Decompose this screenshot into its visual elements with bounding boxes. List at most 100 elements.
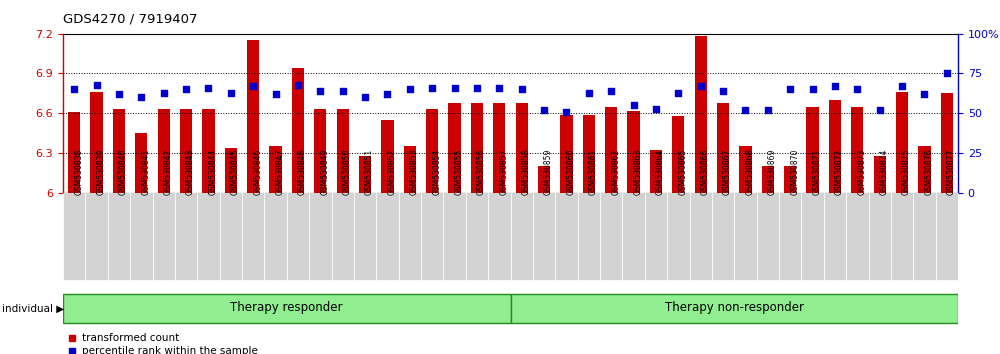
Point [245,84,261,89]
Text: GSM530876: GSM530876 [924,149,933,195]
Point [89,82,105,87]
Bar [292,68,304,193]
Text: GSM530877: GSM530877 [947,149,956,195]
Point [111,91,127,97]
Text: GSM530855: GSM530855 [455,149,464,195]
Point [536,107,552,113]
Bar [846,193,868,280]
Bar [941,93,953,193]
Bar [135,133,147,193]
Text: GSM530873: GSM530873 [857,149,866,195]
Point [805,86,821,92]
Point [402,86,418,92]
Bar [359,156,371,193]
Bar [891,193,913,280]
Text: GSM530872: GSM530872 [835,149,844,195]
Text: GSM530839: GSM530839 [97,149,106,195]
Bar [85,193,108,280]
Text: GDS4270 / 7919407: GDS4270 / 7919407 [63,12,198,25]
Bar [650,150,662,193]
Bar [851,107,863,193]
Bar [533,193,555,280]
Bar [511,193,533,280]
Point [424,85,440,91]
Text: GSM530841: GSM530841 [141,149,150,195]
Point [849,86,865,92]
Bar [202,109,215,193]
Point [648,106,664,112]
Bar [130,193,152,280]
Bar [555,193,578,280]
Bar [868,193,891,280]
Text: GSM530861: GSM530861 [589,149,598,195]
Bar [896,92,908,193]
Bar [784,166,796,193]
Bar [108,193,130,280]
Bar [152,193,175,280]
Text: GSM530864: GSM530864 [656,149,665,195]
Text: GSM530846: GSM530846 [253,149,262,195]
Point [603,88,619,94]
Bar [739,147,752,193]
Bar [63,193,85,280]
Bar [712,193,734,280]
Point [693,84,709,89]
Text: GSM530843: GSM530843 [186,149,195,195]
Bar [667,193,690,280]
Point [760,107,776,113]
Text: GSM530860: GSM530860 [566,149,575,195]
Text: individual ▶: individual ▶ [2,303,64,313]
Point [581,90,597,96]
Bar [90,92,103,193]
Text: GSM530845: GSM530845 [231,149,240,195]
Point [737,107,753,113]
Point [447,85,463,91]
Bar [874,156,886,193]
Bar [622,193,645,280]
Point [827,84,843,89]
Bar [734,193,757,280]
Text: Therapy non-responder: Therapy non-responder [665,301,804,314]
Bar [779,193,801,280]
Bar [421,193,443,280]
Bar [332,193,354,280]
Bar [757,193,779,280]
Text: GSM530859: GSM530859 [544,149,553,195]
Bar [600,193,622,280]
Bar [516,103,528,193]
Bar [824,193,846,280]
Bar [404,147,416,193]
Text: GSM530852: GSM530852 [387,149,396,195]
Point [939,71,955,76]
Text: GSM530867: GSM530867 [723,149,732,195]
Text: GSM530858: GSM530858 [522,149,531,195]
Text: GSM530865: GSM530865 [678,149,687,195]
Bar [627,111,640,193]
Bar [538,166,550,193]
Bar [264,193,287,280]
Point [558,109,574,115]
Bar [645,193,667,280]
Bar [242,193,264,280]
Point [514,86,530,92]
Bar [337,109,349,193]
Text: GSM530840: GSM530840 [119,149,128,195]
Point [916,91,932,97]
Bar [918,147,931,193]
Text: GSM530842: GSM530842 [164,149,173,195]
Text: GSM530838: GSM530838 [74,149,83,195]
Bar [426,109,438,193]
Text: GSM530857: GSM530857 [499,149,508,195]
Text: GSM530868: GSM530868 [745,149,754,195]
Point [670,90,686,96]
Bar [287,193,309,280]
Legend: transformed count, percentile rank within the sample: transformed count, percentile rank withi… [68,333,258,354]
Point [268,91,284,97]
Text: GSM530866: GSM530866 [701,149,710,195]
Point [491,85,507,91]
Bar [376,193,399,280]
Text: GSM530849: GSM530849 [320,149,329,195]
Point [178,86,194,92]
Bar [68,112,80,193]
Text: GSM530869: GSM530869 [768,149,777,195]
